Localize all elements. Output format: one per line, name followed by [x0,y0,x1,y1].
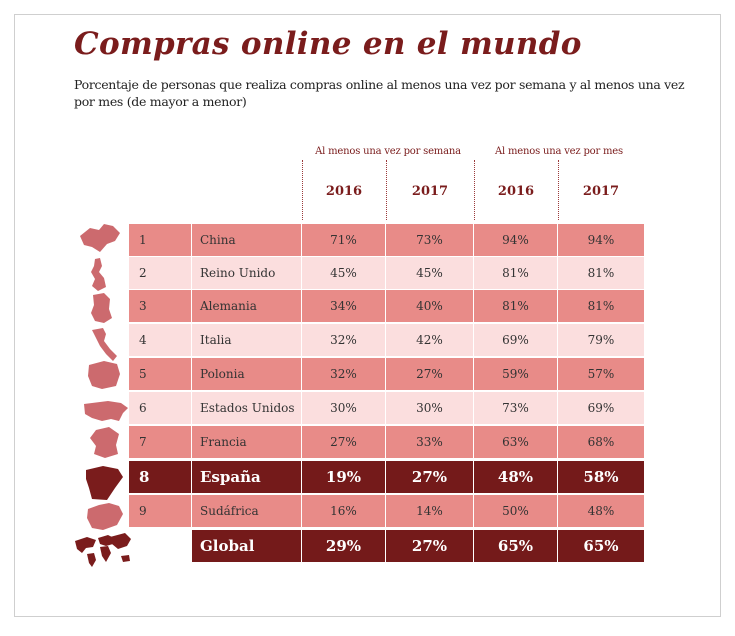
year-header-monthly-2016: 2016 [497,184,535,199]
group-header-monthly: Al menos una vez por mes [495,146,623,157]
column-divider [302,160,303,220]
table-row: 1 China 71% 73% 94% 94% [0,224,735,256]
value-cell: 57% [558,358,644,390]
value-cell: 27% [302,426,386,458]
rank-cell: 4 [129,324,192,356]
value-cell: 27% [386,358,474,390]
value-cell: 73% [474,392,558,424]
value-cell: 73% [386,224,474,256]
value-cell: 32% [302,358,386,390]
value-cell: 42% [386,324,474,356]
country-cell: Francia [192,426,302,458]
group-header-weekly: Al menos una vez por semana [315,146,461,157]
value-cell: 94% [558,224,644,256]
table-row: 3 Alemania 34% 40% 81% 81% [0,290,735,322]
value-cell: 81% [558,290,644,322]
value-cell: 79% [558,324,644,356]
rank-cell: 2 [129,257,192,289]
table-row: 5 Polonia 32% 27% 59% 57% [0,358,735,390]
country-cell: España [192,461,302,493]
country-cell: Reino Unido [192,257,302,289]
value-cell: 30% [302,392,386,424]
rank-cell: 7 [129,426,192,458]
year-header-weekly-2016: 2016 [325,184,363,199]
table-row-global: Global 29% 27% 65% 65% [0,530,735,562]
value-cell: 63% [474,426,558,458]
value-cell: 48% [474,461,558,493]
value-cell: 27% [386,461,474,493]
value-cell: 45% [302,257,386,289]
value-cell: 50% [474,495,558,527]
country-cell: Italia [192,324,302,356]
value-cell: 19% [302,461,386,493]
value-cell: 58% [558,461,644,493]
value-cell: 71% [302,224,386,256]
year-header-monthly-2017: 2017 [582,184,620,199]
value-cell: 69% [474,324,558,356]
value-cell: 14% [386,495,474,527]
country-cell: Global [192,530,302,562]
table-row: 8 España 19% 27% 48% 58% [0,461,735,493]
value-cell: 32% [302,324,386,356]
value-cell: 81% [474,290,558,322]
value-cell: 65% [474,530,558,562]
chart-title: Compras online en el mundo [74,26,582,62]
table-row: 9 Sudáfrica 16% 14% 50% 48% [0,495,735,527]
value-cell: 48% [558,495,644,527]
table-row: 2 Reino Unido 45% 45% 81% 81% [0,257,735,289]
value-cell: 45% [386,257,474,289]
rank-cell: 9 [129,495,192,527]
value-cell: 69% [558,392,644,424]
table-row: 6 Estados Unidos 30% 30% 73% 69% [0,392,735,424]
chart-subtitle: Porcentaje de personas que realiza compr… [74,77,685,109]
country-cell: Polonia [192,358,302,390]
value-cell: 33% [386,426,474,458]
value-cell: 16% [302,495,386,527]
rank-cell: 8 [129,461,192,493]
column-divider [386,160,387,220]
column-divider [558,160,559,220]
value-cell: 34% [302,290,386,322]
value-cell: 30% [386,392,474,424]
rank-cell: 1 [129,224,192,256]
table-row: 7 Francia 27% 33% 63% 68% [0,426,735,458]
value-cell: 40% [386,290,474,322]
value-cell: 27% [386,530,474,562]
value-cell: 65% [558,530,644,562]
rank-cell: 5 [129,358,192,390]
value-cell: 59% [474,358,558,390]
country-cell: Sudáfrica [192,495,302,527]
value-cell: 68% [558,426,644,458]
table-row: 4 Italia 32% 42% 69% 79% [0,324,735,356]
rank-cell: 3 [129,290,192,322]
country-cell: Estados Unidos [192,392,302,424]
rank-cell: 6 [129,392,192,424]
value-cell: 81% [558,257,644,289]
country-cell: Alemania [192,290,302,322]
year-header-weekly-2017: 2017 [411,184,449,199]
value-cell: 94% [474,224,558,256]
value-cell: 29% [302,530,386,562]
column-divider [474,160,475,220]
country-cell: China [192,224,302,256]
value-cell: 81% [474,257,558,289]
